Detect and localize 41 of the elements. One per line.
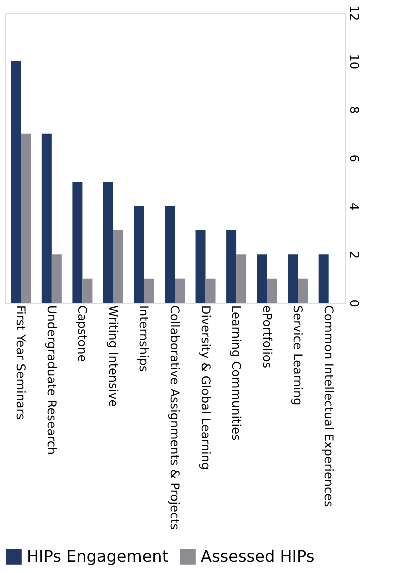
bar xyxy=(113,230,124,303)
x-tick-label: Internships xyxy=(137,306,152,372)
bar xyxy=(267,278,278,303)
bar xyxy=(21,134,32,303)
bar xyxy=(72,182,83,303)
bar xyxy=(196,230,206,303)
x-tick-label: Undergraduate Research xyxy=(44,306,59,456)
bar xyxy=(144,278,154,303)
y-tick-label: 4 xyxy=(348,203,362,211)
y-tick-label: 6 xyxy=(348,154,362,162)
bar xyxy=(82,278,93,303)
bar xyxy=(236,254,247,303)
bar xyxy=(226,230,237,303)
x-tick-label: First Year Seminars xyxy=(14,306,28,420)
y-tick-label: 10 xyxy=(348,54,362,70)
y-tick-label: 12 xyxy=(348,6,362,22)
legend-label: Assessed HIPs xyxy=(201,547,315,566)
bar xyxy=(175,278,185,303)
bar xyxy=(134,206,144,303)
legend-label: HIPs Engagement xyxy=(27,547,169,566)
bar xyxy=(42,134,52,303)
y-tick-label: 8 xyxy=(348,106,362,114)
y-tick-label: 0 xyxy=(348,300,362,308)
bar xyxy=(165,206,175,303)
bar xyxy=(103,182,114,303)
y-tick-label: 2 xyxy=(348,251,362,259)
bar xyxy=(257,254,268,303)
x-tick-label: Writing Intensive xyxy=(106,306,120,408)
x-tick-label: Service Learning xyxy=(291,306,306,406)
x-tick-label: Capstone xyxy=(76,306,90,362)
bar xyxy=(11,61,22,303)
x-tick-label: Learning Communities xyxy=(230,306,244,441)
bar xyxy=(52,254,62,303)
bar xyxy=(206,278,216,303)
x-tick-label: Diversity & Global Learning xyxy=(198,306,213,470)
bar xyxy=(298,278,308,303)
bar xyxy=(318,254,329,303)
bar xyxy=(288,254,298,303)
x-tick-label: ePortfolios xyxy=(260,306,274,368)
x-tick-label: Collaborative Assignments & Projects xyxy=(168,306,182,530)
x-tick-label: Common Intellectual Experiences xyxy=(322,306,336,508)
